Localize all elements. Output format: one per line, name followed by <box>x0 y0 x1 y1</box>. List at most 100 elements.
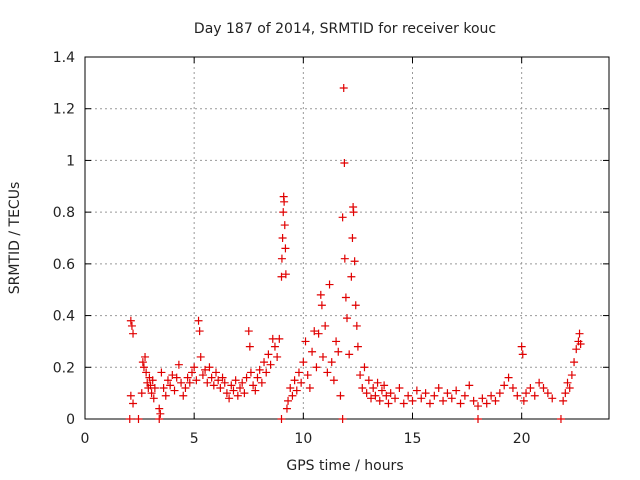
data-point <box>323 368 332 377</box>
data-point <box>350 257 359 266</box>
data-point <box>340 159 349 168</box>
data-point <box>567 371 576 380</box>
data-point <box>360 363 369 372</box>
data-point <box>190 363 199 372</box>
data-point <box>249 381 258 390</box>
data-point <box>286 383 295 392</box>
data-point <box>312 363 321 372</box>
data-point <box>277 254 286 263</box>
data-point <box>349 208 358 217</box>
data-point <box>177 378 186 387</box>
data-point <box>168 371 177 380</box>
data-point <box>251 386 260 395</box>
data-point <box>203 378 212 387</box>
data-point <box>452 386 461 395</box>
data-point <box>277 272 286 281</box>
data-point <box>561 389 570 398</box>
y-axis-ticks: 0 0.2 0.4 0.6 0.8 1 1.2 1.4 <box>53 50 609 428</box>
data-point <box>294 368 303 377</box>
data-point <box>141 352 150 361</box>
data-point <box>513 391 522 400</box>
data-point <box>281 244 290 253</box>
data-point <box>519 396 528 405</box>
data-point <box>367 394 376 403</box>
data-point <box>288 391 297 400</box>
data-point <box>262 368 271 377</box>
data-point <box>373 378 382 387</box>
data-point <box>201 365 210 374</box>
y-tick-label: 1.4 <box>53 50 75 66</box>
data-point <box>195 327 204 336</box>
y-tick-label: 0.4 <box>53 309 75 325</box>
data-point <box>264 350 273 359</box>
data-point <box>572 345 581 354</box>
data-point <box>225 394 234 403</box>
data-point <box>129 399 138 408</box>
data-point <box>347 272 356 281</box>
data-point <box>275 334 284 343</box>
data-point <box>236 383 245 392</box>
data-point <box>270 342 279 351</box>
data-point <box>142 368 151 377</box>
data-point <box>443 389 452 398</box>
data-point <box>260 358 269 367</box>
data-point <box>504 373 513 382</box>
data-point <box>292 386 301 395</box>
data-point <box>238 378 247 387</box>
data-point <box>278 234 287 242</box>
y-tick-label: 0.8 <box>53 205 75 221</box>
data-point <box>570 358 579 367</box>
plot-area-frame <box>84 56 610 420</box>
data-point <box>575 329 584 338</box>
data-point <box>166 381 175 390</box>
data-point <box>421 389 430 398</box>
data-point <box>369 383 378 392</box>
data-point <box>425 399 434 408</box>
data-point <box>478 394 487 403</box>
data-point <box>126 391 135 400</box>
data-point <box>508 383 517 392</box>
data-point <box>358 383 367 392</box>
data-point <box>253 373 262 382</box>
data-point <box>336 391 345 400</box>
x-tick-label: 5 <box>190 431 199 447</box>
data-point <box>231 376 240 385</box>
data-point <box>139 363 148 372</box>
data-point <box>412 386 421 395</box>
data-point <box>244 327 253 336</box>
data-point <box>156 409 165 418</box>
data-point <box>548 394 557 403</box>
data-point <box>282 404 291 413</box>
data-point <box>159 383 168 392</box>
data-point <box>460 391 469 400</box>
data-point <box>316 290 325 299</box>
data-point <box>351 301 360 310</box>
data-point <box>556 415 565 423</box>
data-point <box>530 391 539 400</box>
data-point <box>216 383 225 392</box>
data-point <box>172 373 181 382</box>
data-point <box>576 340 585 349</box>
data-point <box>465 381 474 390</box>
data-point <box>321 321 330 330</box>
data-point <box>212 368 220 377</box>
data-point <box>257 378 266 387</box>
data-point <box>399 399 408 408</box>
data-point <box>362 389 371 398</box>
data-point <box>179 391 188 400</box>
data-point <box>559 396 568 405</box>
data-point <box>150 383 159 392</box>
data-point <box>500 381 509 390</box>
x-tick-label: 15 <box>404 431 422 447</box>
data-point <box>526 383 535 392</box>
data-point <box>229 386 238 395</box>
data-point <box>303 371 312 380</box>
data-point <box>245 342 254 351</box>
data-point <box>149 394 158 403</box>
data-point <box>174 360 183 369</box>
data-point <box>185 378 194 387</box>
data-point <box>495 389 504 398</box>
data-point <box>170 386 179 395</box>
data-point <box>317 301 326 310</box>
data-point <box>327 358 336 367</box>
